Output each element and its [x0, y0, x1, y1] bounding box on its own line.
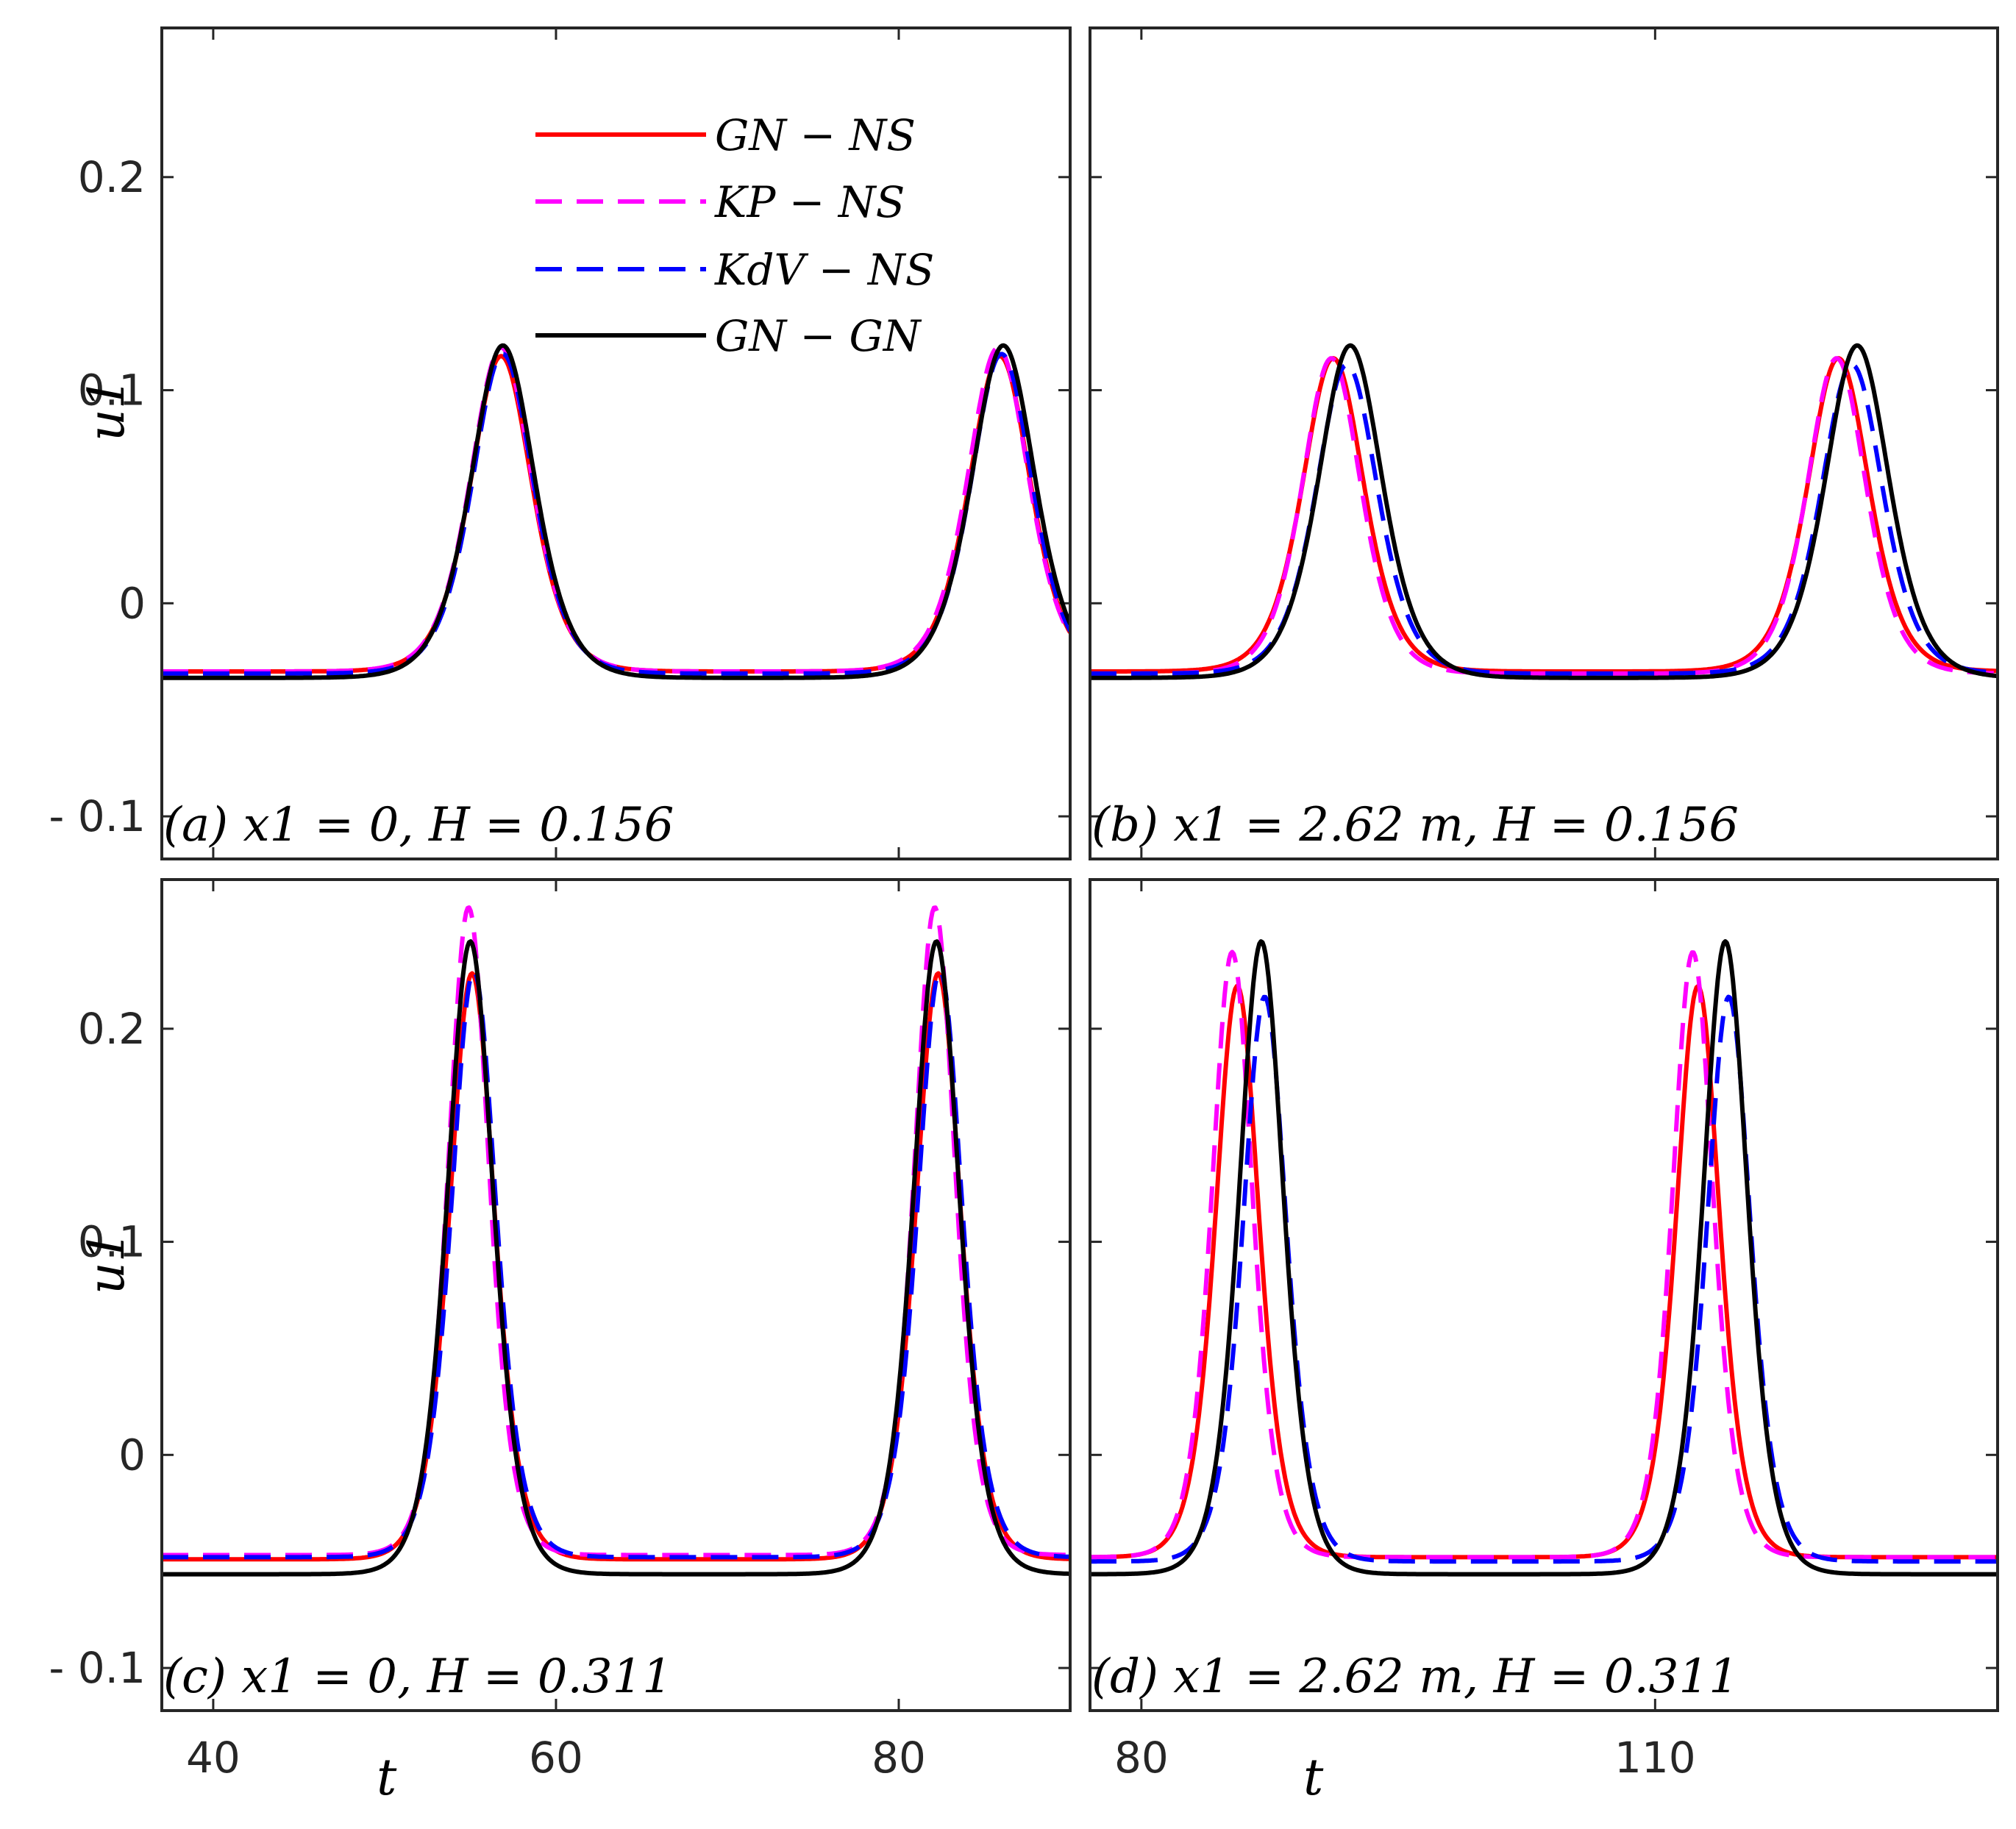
legend-label-gn-ns: GN − NS: [715, 110, 916, 160]
x-axis-label-left: t: [377, 1749, 397, 1807]
panel-b-series-layer: [1091, 343, 1996, 680]
y-axis-label-top: u1: [78, 377, 136, 441]
panel-c-annotation: (c) x1 = 0, H = 0.311: [163, 1650, 672, 1704]
panel-d-xtick-label: 80: [1114, 1733, 1169, 1783]
panel-d-series-kp-ns: [1091, 949, 1996, 1560]
legend-label-kp-ns: KP − NS: [714, 177, 905, 227]
panel-c-series-layer: [163, 905, 1069, 1577]
legend: GN − NS KP − NS KdV − NS GN − GN: [535, 110, 934, 361]
panel-c: - 0.1 0 0.1 0.2 40 60 80 (c) x1 = 0, H = 0.311: [49, 878, 1072, 1783]
panel-d: 80 110 (d) x1 = 2.62 m, H = 0.311: [1089, 878, 1999, 1783]
panel-d-series-gn-gn: [1091, 939, 1996, 1577]
panel-c-xtick-label: 60: [529, 1733, 583, 1783]
panel-a-ytick-label: 0.1: [78, 366, 146, 416]
panel-a-frame: [160, 26, 1072, 860]
panel-d-xtick-label: 110: [1614, 1733, 1696, 1783]
panel-d-frame: [1089, 878, 1999, 1712]
legend-label-gn-gn: GN − GN: [715, 311, 922, 361]
panel-a-series-layer: [163, 343, 1069, 680]
panel-b: (b) x1 = 2.62 m, H = 0.156: [1089, 26, 1999, 860]
panel-b-annotation: (b) x1 = 2.62 m, H = 0.156: [1091, 798, 1739, 852]
panel-c-ytick-label: 0.1: [78, 1217, 146, 1267]
panel-c-ytick-label: 0.2: [78, 1004, 146, 1054]
panel-d-series-layer: [1091, 939, 1996, 1577]
panel-b-series-kp-ns: [1091, 356, 1996, 676]
panel-a-annotation: (a) x1 = 0, H = 0.156: [163, 798, 674, 852]
x-axis-label-right: t: [1303, 1749, 1324, 1807]
panel-b-frame: [1089, 26, 1999, 860]
legend-label-kdv-ns: KdV − NS: [714, 245, 934, 295]
panel-a-series-gn-gn: [163, 343, 1069, 680]
panel-c-ytick-label: - 0.1: [49, 1643, 146, 1693]
panel-a-series-kdv-ns: [163, 352, 1069, 676]
panel-c-series-gn-gn: [163, 939, 1069, 1577]
panel-d-annotation: (d) x1 = 2.62 m, H = 0.311: [1091, 1650, 1739, 1704]
panel-c-ytick-label: 0: [118, 1430, 146, 1480]
panel-a-ytick-label: - 0.1: [49, 791, 146, 841]
panel-a: - 0.1 0 0.1 0.2 (a) x1 = 0, H = 0.156 GN − …: [49, 26, 1072, 860]
y-axis-label-bottom: u1: [78, 1230, 136, 1294]
panel-c-series-kdv-ns: [163, 969, 1069, 1560]
panel-b-series-gn-gn: [1091, 343, 1996, 680]
panel-a-ytick-label: 0: [118, 578, 146, 628]
panel-c-xtick-label: 80: [872, 1733, 926, 1783]
panel-c-xtick-label: 40: [186, 1733, 241, 1783]
panel-a-ytick-label: 0.2: [78, 152, 146, 202]
